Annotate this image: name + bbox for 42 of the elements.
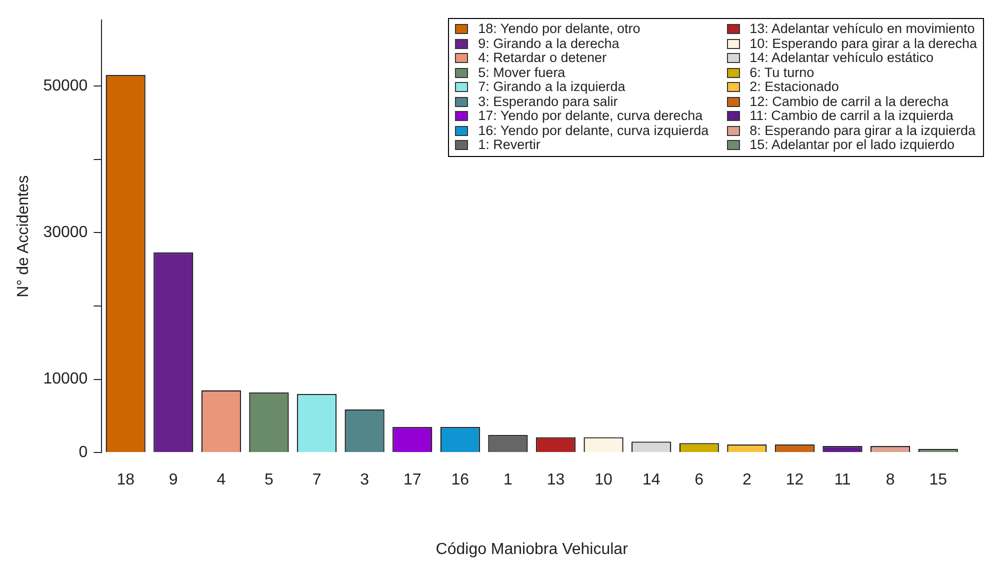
y-tick-label: 10000 (43, 370, 88, 388)
x-tick-label: 10 (594, 472, 613, 489)
y-tick-label: 0 (78, 444, 88, 462)
legend-label: 13: Adelantar vehículo en movimiento (750, 21, 975, 36)
legend-label: 18: Yendo por delante, otro (478, 21, 640, 36)
legend-label: 11: Cambio de carril a la izquierda (750, 108, 954, 124)
y-tick-label: 50000 (43, 77, 88, 94)
x-tick-label: 6 (694, 472, 704, 489)
x-tick-label: 9 (168, 472, 178, 489)
legend-label: 7: Girando a la izquierda (478, 79, 626, 94)
x-tick-label: 7 (312, 472, 322, 489)
legend-label: 16: Yendo por delante, curva izquierda (478, 122, 709, 138)
x-tick-label: 8 (886, 472, 895, 489)
x-tick-label: 16 (451, 472, 470, 489)
x-tick-label: 2 (742, 472, 752, 489)
x-tick-label: 12 (786, 472, 804, 489)
legend-label: 3: Esperando para salir (478, 94, 618, 109)
x-tick-label: 1 (503, 472, 512, 489)
x-tick-label: 4 (216, 472, 226, 489)
x-axis-title: Código Maniobra Vehicular (436, 540, 629, 558)
legend-label: 10: Esperando para girar a la derecha (750, 36, 977, 51)
x-tick-label: 18 (116, 472, 135, 489)
legend-label: 6: Tu turno (750, 64, 814, 80)
x-tick-label: 15 (929, 472, 948, 489)
legend-label: 5: Mover fuera (478, 64, 566, 80)
x-tick-label: 11 (834, 472, 851, 489)
legend-label: 1: Revertir (478, 137, 540, 152)
x-tick-label: 17 (403, 472, 422, 489)
x-tick-label: 13 (546, 472, 565, 489)
legend-label: 17: Yendo por delante, curva derecha (478, 108, 703, 124)
x-tick-label: 5 (264, 472, 274, 489)
y-axis-title: N° de Accidentes (15, 175, 32, 298)
legend-label: 15: Adelantar por el lado izquierdo (750, 137, 954, 152)
legend-label: 12: Cambio de carril a la derecha (750, 94, 948, 109)
legend-label: 8: Esperando para girar a la izquierda (750, 122, 976, 138)
legend-label: 4: Retardar o detener (478, 50, 606, 66)
y-tick-label: 30000 (43, 224, 88, 242)
legend-label: 2: Estacionado (750, 79, 839, 94)
legend-label: 9: Girando a la derecha (478, 36, 620, 51)
legend-label: 14: Adelantar vehículo estático (750, 50, 934, 66)
x-tick-label: 3 (360, 472, 370, 489)
x-tick-label: 14 (642, 472, 660, 489)
